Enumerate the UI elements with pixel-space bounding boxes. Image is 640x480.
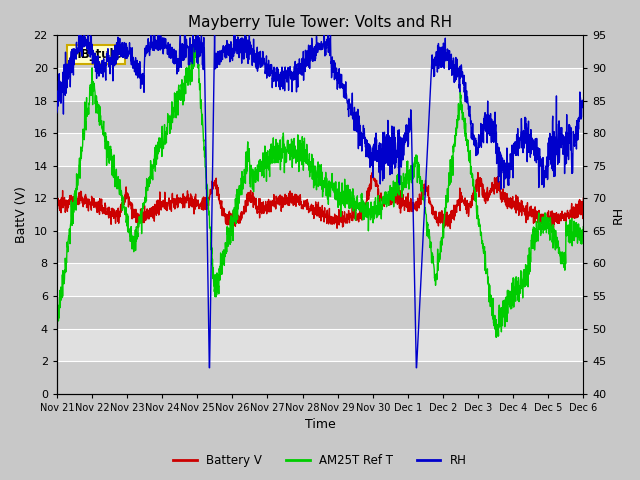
Bar bbox=[57, 198, 583, 231]
X-axis label: Time: Time bbox=[305, 419, 335, 432]
Y-axis label: RH: RH bbox=[612, 205, 625, 224]
Bar bbox=[57, 133, 583, 166]
Bar bbox=[57, 329, 583, 361]
Bar bbox=[57, 68, 583, 100]
Y-axis label: BattV (V): BattV (V) bbox=[15, 186, 28, 243]
Title: Mayberry Tule Tower: Volts and RH: Mayberry Tule Tower: Volts and RH bbox=[188, 15, 452, 30]
Bar bbox=[57, 264, 583, 296]
Bar bbox=[57, 231, 583, 264]
Bar bbox=[57, 361, 583, 394]
Bar bbox=[57, 100, 583, 133]
Legend: Battery V, AM25T Ref T, RH: Battery V, AM25T Ref T, RH bbox=[169, 449, 471, 472]
Text: MB_tule: MB_tule bbox=[70, 48, 122, 61]
Bar bbox=[57, 296, 583, 329]
Bar bbox=[57, 36, 583, 68]
Bar bbox=[57, 166, 583, 198]
